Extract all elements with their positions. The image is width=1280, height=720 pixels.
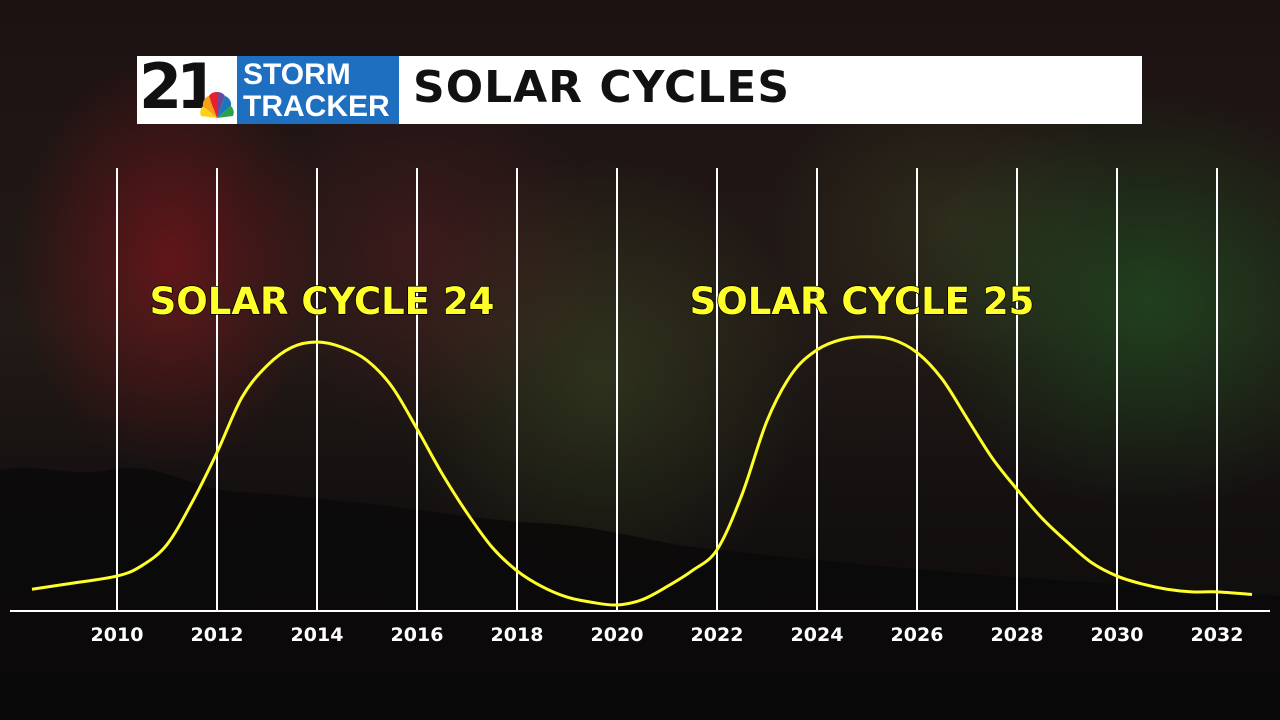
tick-label-2032: 2032 [1191,624,1244,646]
peacock-icon [200,91,234,118]
logo-channel-number: 21 [137,50,237,124]
annotation-solar-cycle-24: SOLAR CYCLE 24 [150,280,495,323]
tick-label-2028: 2028 [991,624,1044,646]
gridlines [116,168,1218,611]
tick-label-2012: 2012 [191,624,244,646]
x-axis-tick-labels: 2010 2012 2014 2016 2018 2020 2022 2024 2026 2028… [91,624,1244,646]
tick-label-2022: 2022 [691,624,744,646]
tick-label-2026: 2026 [891,624,944,646]
tick-label-2016: 2016 [391,624,444,646]
logo-storm-tracker-block: STORM TRACKER [237,56,399,124]
logo-text-tracker: TRACKER [243,90,390,123]
tick-label-2030: 2030 [1091,624,1144,646]
storm-tracker-logo: 21 STORM TRACKER [137,50,399,124]
solar-cycle-curve [31,335,1253,607]
tick-label-2024: 2024 [791,624,844,646]
annotation-solar-cycle-25: SOLAR CYCLE 25 [690,280,1035,323]
logo-text-storm: STORM [243,58,351,91]
page-title: SOLAR CYCLES [413,62,791,113]
tick-label-2018: 2018 [491,624,544,646]
tick-label-2014: 2014 [291,624,344,646]
cycle-annotations: SOLAR CYCLE 24 SOLAR CYCLE 25 [149,279,1035,324]
header-bar: 21 STORM TRACKER SOLAR CYCLES [137,50,1142,124]
tick-label-2020: 2020 [591,624,644,646]
tick-label-2010: 2010 [91,624,144,646]
